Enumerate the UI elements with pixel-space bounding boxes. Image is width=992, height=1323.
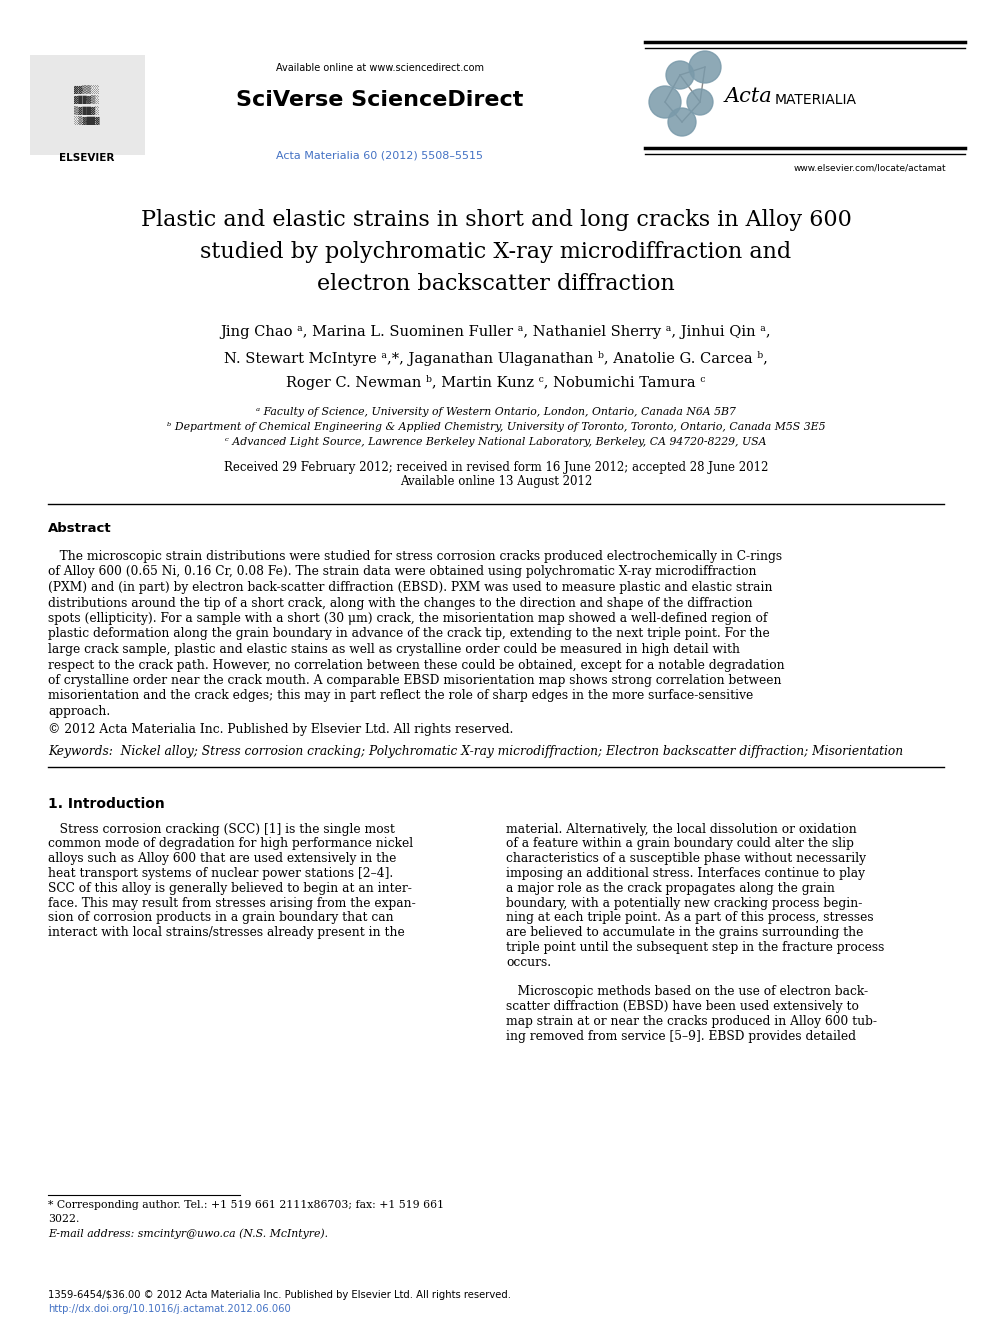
Text: Abstract: Abstract — [48, 523, 112, 534]
Text: of a feature within a grain boundary could alter the slip: of a feature within a grain boundary cou… — [506, 837, 854, 851]
Text: face. This may result from stresses arising from the expan-: face. This may result from stresses aris… — [48, 897, 416, 909]
Text: interact with local strains/stresses already present in the: interact with local strains/stresses alr… — [48, 926, 405, 939]
Text: ELSEVIER: ELSEVIER — [60, 153, 115, 163]
Text: of Alloy 600 (0.65 Ni, 0.16 Cr, 0.08 Fe). The strain data were obtained using po: of Alloy 600 (0.65 Ni, 0.16 Cr, 0.08 Fe)… — [48, 565, 757, 578]
Text: 1. Introduction: 1. Introduction — [48, 796, 165, 811]
Text: distributions around the tip of a short crack, along with the changes to the dir: distributions around the tip of a short … — [48, 597, 753, 610]
Text: spots (ellipticity). For a sample with a short (30 μm) crack, the misorientation: spots (ellipticity). For a sample with a… — [48, 613, 768, 624]
Text: misorientation and the crack edges; this may in part reflect the role of sharp e: misorientation and the crack edges; this… — [48, 689, 753, 703]
Bar — [30, 56, 145, 155]
Text: SciVerse ScienceDirect: SciVerse ScienceDirect — [236, 90, 524, 110]
Circle shape — [666, 61, 694, 89]
Circle shape — [689, 52, 721, 83]
Text: SCC of this alloy is generally believed to begin at an inter-: SCC of this alloy is generally believed … — [48, 881, 412, 894]
Text: material. Alternatively, the local dissolution or oxidation: material. Alternatively, the local disso… — [506, 823, 857, 836]
Text: Acta Materialia 60 (2012) 5508–5515: Acta Materialia 60 (2012) 5508–5515 — [277, 149, 483, 160]
Text: The microscopic strain distributions were studied for stress corrosion cracks pr: The microscopic strain distributions wer… — [48, 550, 782, 564]
Text: N. Stewart McIntyre ᵃ,*, Jaganathan Ulaganathan ᵇ, Anatolie G. Carcea ᵇ,: N. Stewart McIntyre ᵃ,*, Jaganathan Ulag… — [224, 351, 768, 365]
Text: common mode of degradation for high performance nickel: common mode of degradation for high perf… — [48, 837, 413, 851]
Text: electron backscatter diffraction: electron backscatter diffraction — [317, 273, 675, 295]
Text: Jing Chao ᵃ, Marina L. Suominen Fuller ᵃ, Nathaniel Sherry ᵃ, Jinhui Qin ᵃ,: Jing Chao ᵃ, Marina L. Suominen Fuller ᵃ… — [220, 325, 772, 339]
Text: © 2012 Acta Materialia Inc. Published by Elsevier Ltd. All rights reserved.: © 2012 Acta Materialia Inc. Published by… — [48, 722, 514, 736]
Text: * Corresponding author. Tel.: +1 519 661 2111x86703; fax: +1 519 661: * Corresponding author. Tel.: +1 519 661… — [48, 1200, 444, 1211]
Text: ᵇ Department of Chemical Engineering & Applied Chemistry, University of Toronto,: ᵇ Department of Chemical Engineering & A… — [167, 422, 825, 433]
Text: Plastic and elastic strains in short and long cracks in Alloy 600: Plastic and elastic strains in short and… — [141, 209, 851, 232]
Text: ing removed from service [5–9]. EBSD provides detailed: ing removed from service [5–9]. EBSD pro… — [506, 1029, 856, 1043]
Text: http://dx.doi.org/10.1016/j.actamat.2012.06.060: http://dx.doi.org/10.1016/j.actamat.2012… — [48, 1304, 291, 1314]
Text: map strain at or near the cracks produced in Alloy 600 tub-: map strain at or near the cracks produce… — [506, 1015, 877, 1028]
Text: ᶜ Advanced Light Source, Lawrence Berkeley National Laboratory, Berkeley, CA 947: ᶜ Advanced Light Source, Lawrence Berkel… — [225, 437, 767, 447]
Text: Available online at www.sciencedirect.com: Available online at www.sciencedirect.co… — [276, 64, 484, 73]
Text: large crack sample, plastic and elastic stains as well as crystalline order coul: large crack sample, plastic and elastic … — [48, 643, 740, 656]
Text: Roger C. Newman ᵇ, Martin Kunz ᶜ, Nobumichi Tamura ᶜ: Roger C. Newman ᵇ, Martin Kunz ᶜ, Nobumi… — [287, 376, 705, 390]
Text: boundary, with a potentially new cracking process begin-: boundary, with a potentially new crackin… — [506, 897, 862, 909]
Text: (PXM) and (in part) by electron back-scatter diffraction (EBSD). PXM was used to: (PXM) and (in part) by electron back-sca… — [48, 581, 773, 594]
Text: Microscopic methods based on the use of electron back-: Microscopic methods based on the use of … — [506, 986, 868, 999]
Text: triple point until the subsequent step in the fracture process: triple point until the subsequent step i… — [506, 941, 885, 954]
Text: Available online 13 August 2012: Available online 13 August 2012 — [400, 475, 592, 488]
Text: 1359-6454/$36.00 © 2012 Acta Materialia Inc. Published by Elsevier Ltd. All righ: 1359-6454/$36.00 © 2012 Acta Materialia … — [48, 1290, 511, 1301]
Text: approach.: approach. — [48, 705, 110, 718]
Text: studied by polychromatic X-ray microdiffraction and: studied by polychromatic X-ray microdiff… — [200, 241, 792, 263]
Circle shape — [687, 89, 713, 115]
Text: heat transport systems of nuclear power stations [2–4].: heat transport systems of nuclear power … — [48, 867, 393, 880]
Text: are believed to accumulate in the grains surrounding the: are believed to accumulate in the grains… — [506, 926, 863, 939]
Text: alloys such as Alloy 600 that are used extensively in the: alloys such as Alloy 600 that are used e… — [48, 852, 397, 865]
Text: Keywords:  Nickel alloy; Stress corrosion cracking; Polychromatic X-ray microdif: Keywords: Nickel alloy; Stress corrosion… — [48, 745, 903, 758]
Text: occurs.: occurs. — [506, 955, 552, 968]
Text: ᵃ Faculty of Science, University of Western Ontario, London, Ontario, Canada N6A: ᵃ Faculty of Science, University of West… — [256, 407, 736, 417]
Text: Acta: Acta — [725, 87, 773, 106]
Text: Received 29 February 2012; received in revised form 16 June 2012; accepted 28 Ju: Received 29 February 2012; received in r… — [224, 460, 768, 474]
Text: ▓▓▒▒░░
▓██▓▒░
▒▓██▓░
░▒▓██▓: ▓▓▒▒░░ ▓██▓▒░ ▒▓██▓░ ░▒▓██▓ — [74, 85, 100, 124]
Text: a major role as the crack propagates along the grain: a major role as the crack propagates alo… — [506, 881, 835, 894]
Text: E-mail address: smcintyr@uwo.ca (N.S. McIntyre).: E-mail address: smcintyr@uwo.ca (N.S. Mc… — [48, 1228, 328, 1238]
Circle shape — [668, 108, 696, 136]
Text: ning at each triple point. As a part of this process, stresses: ning at each triple point. As a part of … — [506, 912, 874, 925]
Text: 3022.: 3022. — [48, 1215, 79, 1224]
Text: plastic deformation along the grain boundary in advance of the crack tip, extend: plastic deformation along the grain boun… — [48, 627, 770, 640]
Circle shape — [649, 86, 681, 118]
Text: sion of corrosion products in a grain boundary that can: sion of corrosion products in a grain bo… — [48, 912, 394, 925]
Text: MATERIALIA: MATERIALIA — [775, 93, 857, 107]
Text: scatter diffraction (EBSD) have been used extensively to: scatter diffraction (EBSD) have been use… — [506, 1000, 859, 1013]
Text: of crystalline order near the crack mouth. A comparable EBSD misorientation map : of crystalline order near the crack mout… — [48, 673, 782, 687]
Text: imposing an additional stress. Interfaces continue to play: imposing an additional stress. Interface… — [506, 867, 865, 880]
Text: www.elsevier.com/locate/actamat: www.elsevier.com/locate/actamat — [794, 164, 946, 172]
Text: Stress corrosion cracking (SCC) [1] is the single most: Stress corrosion cracking (SCC) [1] is t… — [48, 823, 395, 836]
Text: characteristics of a susceptible phase without necessarily: characteristics of a susceptible phase w… — [506, 852, 866, 865]
Text: respect to the crack path. However, no correlation between these could be obtain: respect to the crack path. However, no c… — [48, 659, 785, 672]
